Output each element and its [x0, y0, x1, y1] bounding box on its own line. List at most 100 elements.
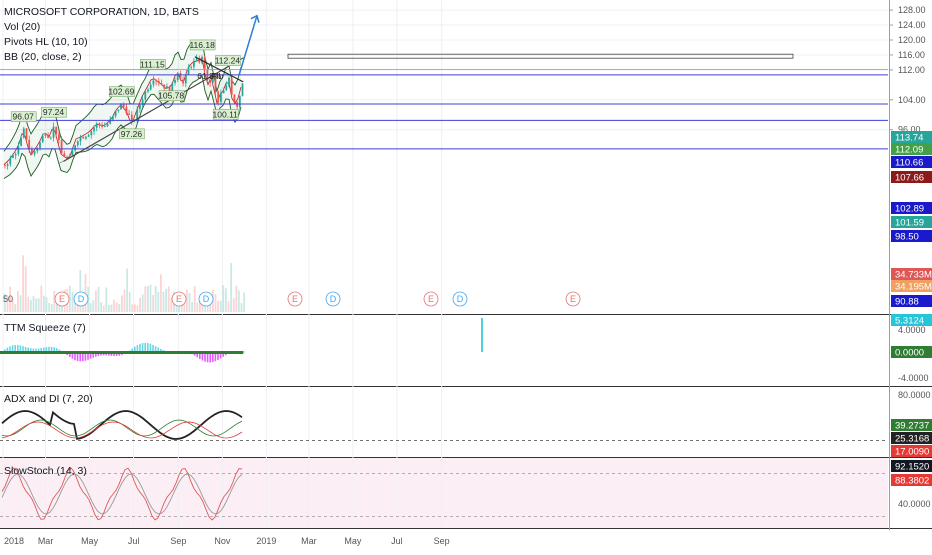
candle-body [239, 96, 241, 107]
volume-bar [238, 290, 240, 312]
volume-bar [160, 274, 162, 312]
candle-body [45, 135, 47, 136]
volume-bar [186, 290, 188, 312]
candle-body [63, 153, 65, 157]
candle-body [242, 83, 244, 95]
volume-bar [163, 292, 165, 312]
stoch-y-tick: 40.0000 [898, 499, 931, 509]
volume-bar [157, 292, 159, 312]
adx-pane-label: ADX and DI (7, 20) [4, 393, 93, 405]
x-tick-label: Mar [38, 536, 54, 546]
price-tag-label: 34.195M [895, 282, 932, 293]
volume-bar [228, 301, 230, 312]
event-marker-label: E [176, 294, 182, 304]
candle-body [174, 80, 176, 83]
candle-body [104, 126, 106, 127]
candle-body [42, 136, 44, 143]
stoch-tag-label: 88.3802 [895, 476, 929, 487]
x-tick-label: May [344, 536, 362, 546]
candle-body [47, 135, 49, 138]
volume-bar [225, 288, 227, 312]
candle-body [193, 61, 195, 67]
candle-body [4, 165, 6, 166]
candle-body [131, 115, 133, 121]
y-tick-label: 104.00 [898, 95, 926, 105]
indicator-bb: BB (20, close, 2) [4, 51, 82, 63]
pivot-label: 102.69 [108, 87, 134, 97]
candle-body [128, 113, 130, 114]
squeeze-bar [243, 351, 245, 352]
candle-body [171, 83, 173, 91]
price-tag-label: 107.66 [895, 173, 924, 184]
candle-body [180, 73, 182, 79]
candle-body [9, 158, 11, 165]
candle-body [117, 109, 119, 110]
price-tag-label: 113.74 [895, 133, 923, 144]
volume-bar [202, 305, 204, 312]
volume-bar [144, 286, 146, 312]
candle-body [55, 127, 57, 135]
candle-body [223, 90, 225, 93]
minus-di-line [2, 422, 242, 438]
volume-bar [90, 303, 92, 312]
price-tag-label: 34.733M [895, 270, 932, 281]
fib-label: FIb [211, 71, 224, 81]
volume-bar [51, 304, 53, 312]
volume-bar [95, 290, 97, 312]
candle-body [150, 85, 152, 90]
volume-bar [30, 300, 32, 312]
volume-bar [111, 305, 113, 312]
candle-body [115, 111, 117, 117]
price-tag-label: 112.09 [895, 145, 923, 156]
event-marker-label: E [570, 294, 576, 304]
volume-bar [191, 302, 193, 312]
squeeze-bar [481, 318, 483, 352]
volume-bar [137, 305, 139, 312]
volume-bar [46, 297, 48, 312]
y-tick-label: 120.00 [898, 35, 926, 45]
candle-body [144, 92, 146, 100]
squeeze-y-tick: -4.0000 [898, 373, 929, 383]
indicator-pivots: Pivots HL (10, 10) [4, 36, 88, 48]
volume-bar [53, 291, 55, 312]
volume-bar [194, 286, 196, 312]
volume-bar [235, 286, 237, 312]
volume-bar [103, 306, 105, 312]
volume-bar [230, 263, 232, 312]
pivot-label: 97.26 [121, 129, 143, 139]
volume-bar [108, 305, 110, 312]
volume-bar [98, 287, 100, 312]
stoch-tag-label: 92.1520 [895, 462, 929, 473]
candle-body [99, 123, 101, 124]
squeeze-tag-label: 5.3124 [895, 316, 924, 327]
volume-bar [126, 269, 128, 312]
candle-body [39, 142, 41, 148]
volume-bar [121, 295, 123, 312]
adx-tag-label: 25.3168 [895, 434, 929, 445]
pivot-label: 100.11 [213, 109, 239, 119]
event-marker-label: D [78, 294, 85, 304]
volume-bar [100, 302, 102, 312]
volume-bar [92, 300, 94, 312]
volume-bar [17, 291, 19, 312]
candle-body [82, 137, 84, 138]
candle-body [158, 81, 160, 83]
pivot-label: 97.24 [43, 107, 65, 117]
y-tick-label: 112.00 [898, 65, 925, 75]
candle-body [18, 146, 20, 154]
squeeze-pane-label: TTM Squeeze (7) [4, 322, 86, 334]
volume-bar [43, 296, 45, 312]
candle-body [123, 104, 125, 106]
volume-bar [113, 299, 115, 312]
x-tick-label: Sep [170, 536, 186, 546]
price-tag-label: 110.66 [895, 158, 923, 169]
volume-bar [124, 289, 126, 312]
event-marker-label: E [292, 294, 298, 304]
candle-body [20, 138, 22, 146]
candle-body [120, 104, 122, 109]
candle-body [217, 92, 219, 102]
pivot-label: 112.24 [215, 56, 241, 66]
indicator-vol: Vol (20) [4, 21, 40, 33]
